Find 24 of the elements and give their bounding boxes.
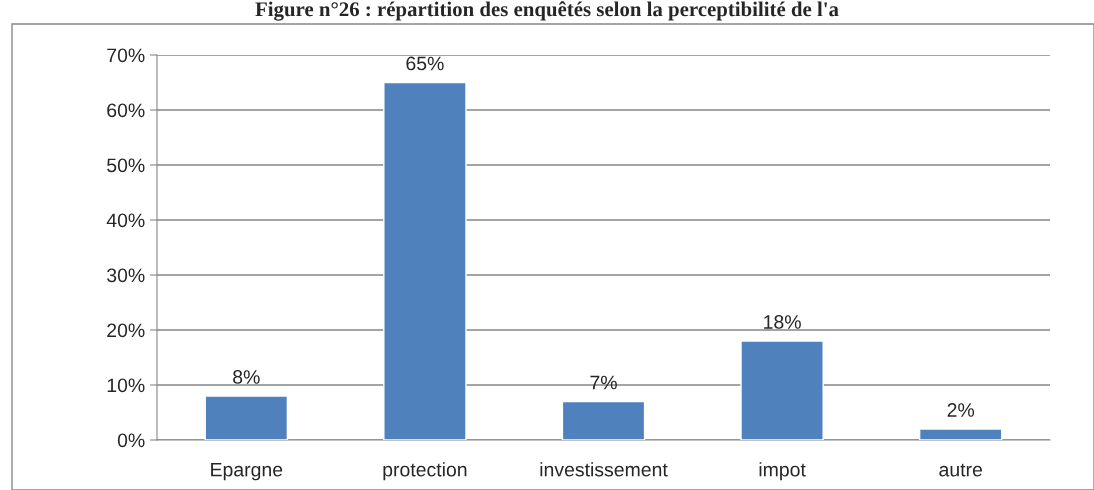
y-tick-label: 20%: [107, 323, 145, 338]
y-tick-label: 10%: [107, 378, 145, 393]
x-tick-label: Epargne: [211, 462, 283, 481]
y-tick-label: 0%: [117, 433, 145, 448]
x-tick-label: investissement: [540, 462, 668, 477]
y-tick-label: 50%: [107, 158, 145, 173]
bar: [561, 400, 646, 440]
y-tick-label: 30%: [107, 268, 145, 283]
data-label: 2%: [947, 403, 975, 417]
bar: [740, 340, 824, 440]
chart-title: Figure n°26 : répartition des enquêtés selon la perceptibilité de l'a: [255, 1, 839, 21]
bar: [918, 428, 1003, 440]
x-tick-label: impot: [759, 462, 806, 481]
y-tick-label: 70%: [107, 48, 145, 63]
y-tick-label: 60%: [107, 103, 145, 118]
bar: [383, 81, 467, 440]
data-label: 18%: [764, 315, 801, 329]
x-tick-label: protection: [383, 462, 467, 481]
data-label: 65%: [406, 56, 444, 71]
data-label: 8%: [233, 370, 260, 384]
x-tick-label: autre: [939, 463, 982, 477]
data-label: 7%: [590, 375, 617, 390]
y-tick-label: 40%: [106, 213, 145, 228]
bar: [204, 395, 289, 440]
